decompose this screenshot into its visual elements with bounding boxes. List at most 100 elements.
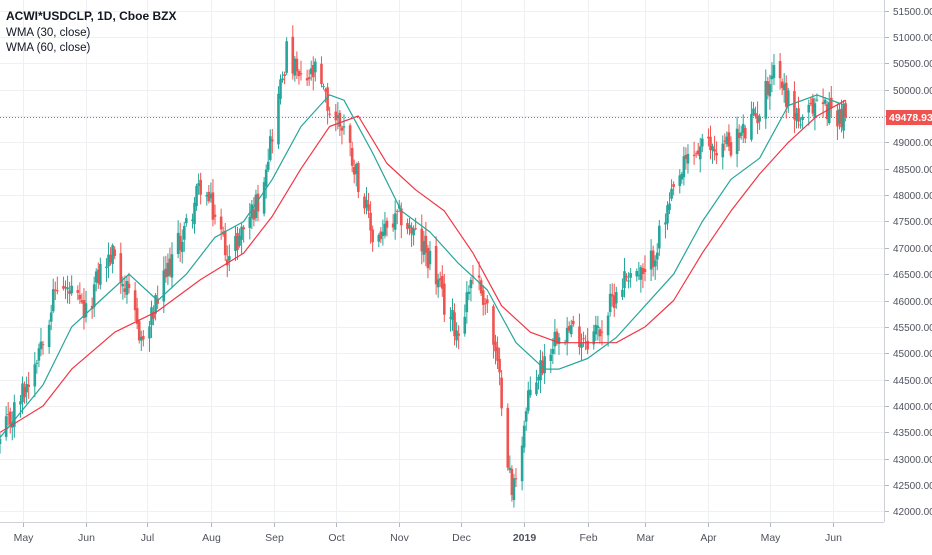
time-axis[interactable]: May Jun Jul Aug Sep Oct Nov Dec 2019 Feb Mar Apr May…	[14, 523, 843, 544]
candle-body	[641, 268, 645, 274]
time-tick-label: Nov	[390, 532, 409, 544]
last-price-tag: 49478.93	[886, 110, 932, 125]
candle-body	[811, 98, 815, 114]
candle-body	[234, 236, 237, 251]
candle-body	[780, 81, 784, 88]
candle-body	[580, 343, 583, 348]
candle-body	[82, 300, 86, 319]
candle-body	[182, 226, 186, 240]
candle-body	[827, 102, 831, 124]
time-tick-label: Jun	[825, 532, 842, 544]
candle-body	[420, 228, 424, 252]
candle-body	[481, 290, 485, 305]
candle-body	[25, 384, 28, 393]
candle-body	[772, 65, 776, 78]
candle-body	[535, 382, 538, 395]
price-tick-label: 45000.00	[893, 349, 932, 360]
candle-body	[64, 287, 67, 289]
candle-body	[348, 125, 352, 143]
candle-body	[496, 347, 499, 361]
candle-body	[381, 231, 385, 236]
candle-body	[465, 292, 469, 313]
candle-body	[637, 274, 641, 276]
candle-body	[205, 194, 209, 197]
candle-body	[813, 103, 817, 118]
candle-body	[238, 235, 241, 246]
candle-body	[506, 407, 510, 468]
candle-body	[551, 348, 555, 354]
candle-body	[526, 390, 530, 411]
candle-body	[801, 116, 804, 120]
candle-body	[713, 149, 716, 152]
candle-body	[408, 224, 411, 229]
candle-body	[256, 193, 260, 212]
time-tick-label: Oct	[328, 532, 344, 544]
time-tick-label: 2019	[513, 532, 537, 544]
candle-body	[164, 268, 168, 278]
time-tick-label: Dec	[452, 532, 471, 544]
candle-body	[195, 185, 198, 207]
candle-body	[252, 209, 256, 220]
candle-body	[33, 364, 37, 387]
candle-body	[596, 325, 600, 329]
candle-body	[443, 283, 446, 315]
candle-body	[455, 330, 458, 341]
candle-body	[6, 414, 10, 416]
candle-body	[807, 104, 811, 113]
candle-body	[27, 384, 30, 387]
candle-body	[268, 136, 272, 160]
candle-body	[422, 240, 426, 255]
legend-symbol[interactable]: ACWI*USDCLP, 1D, Cboe BZX	[6, 9, 176, 23]
candle-body	[686, 153, 690, 164]
candle-body	[209, 194, 213, 199]
candle-body	[764, 81, 768, 119]
candle-body	[76, 290, 80, 293]
candle-body	[109, 254, 112, 263]
candle-body	[271, 139, 274, 142]
candle-body	[698, 146, 702, 160]
candle-body	[754, 112, 757, 117]
candle-body	[283, 74, 286, 77]
price-axis[interactable]: 42000.00 42500.00 43000.00 43500.00 44000.00…	[885, 7, 932, 518]
candle-body	[750, 113, 753, 140]
moving-average-lines	[0, 94, 846, 438]
candle-body	[737, 132, 741, 139]
candle-body	[510, 468, 514, 495]
candle-body	[582, 338, 585, 340]
candle-body	[483, 303, 487, 305]
candle-body	[84, 303, 88, 318]
candle-body	[537, 376, 540, 381]
candle-body	[469, 279, 473, 289]
candle-body	[729, 142, 733, 156]
candle-body	[735, 128, 739, 155]
candle-body	[643, 269, 647, 273]
candle-body	[621, 289, 624, 297]
candle-body	[78, 294, 82, 300]
candle-body	[758, 116, 761, 122]
legend-wma30[interactable]: WMA (30, close)	[6, 27, 91, 39]
price-tick-label: 43000.00	[893, 455, 932, 466]
candle-body	[479, 280, 483, 294]
candle-body	[279, 79, 282, 99]
last-price-tag-bg	[886, 110, 932, 125]
candle-body	[651, 250, 655, 268]
price-tick-label: 48500.00	[893, 165, 932, 176]
candle-body	[567, 326, 571, 331]
candle-body	[815, 99, 819, 101]
candle-body	[285, 41, 288, 73]
legend-wma60[interactable]: WMA (60, close)	[6, 42, 91, 54]
candle-body	[213, 214, 217, 217]
candle-body	[477, 275, 481, 278]
candle-body	[711, 146, 714, 151]
legend: ACWI*USDCLP, 1D, Cboe BZX WMA (30, close…	[6, 9, 176, 54]
candle-body	[434, 245, 438, 285]
time-tick-label: May	[14, 532, 35, 544]
candle-body	[451, 309, 454, 320]
candle-body	[142, 336, 145, 340]
candle-body	[19, 401, 22, 405]
price-tick-label: 42000.00	[893, 507, 932, 518]
price-tick-label: 49000.00	[893, 138, 932, 149]
candle-body	[512, 478, 516, 500]
